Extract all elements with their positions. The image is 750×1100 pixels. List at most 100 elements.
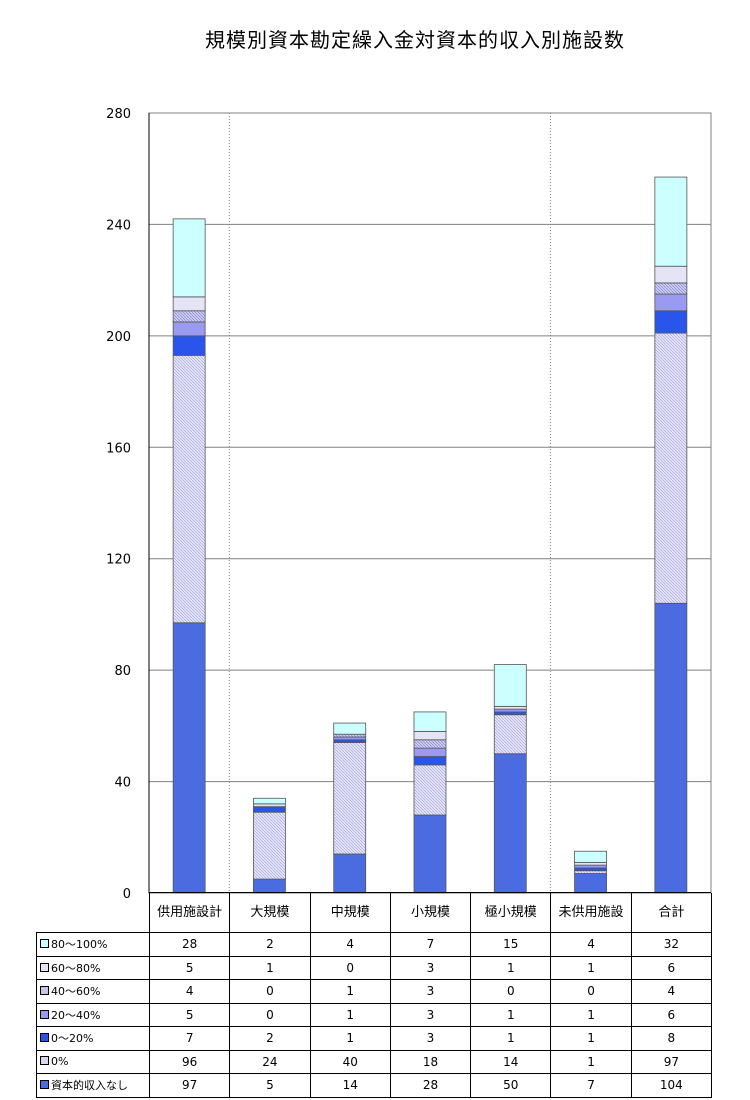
- data-label: 1: [309, 1002, 391, 1027]
- data-label: 1: [470, 1026, 552, 1051]
- data-label: 32: [630, 932, 712, 957]
- x-tick-label: 大規模: [229, 893, 311, 933]
- legend-entry: 0%: [36, 1049, 150, 1074]
- bar-segment: [172, 335, 206, 356]
- data-table: 供用施設計 大規模 中規模 小規模 極小規模 未供用施設 合計 80～100% 28 2 4 7 15 4…: [36, 893, 712, 1098]
- bar-segment: [172, 622, 206, 894]
- y-tick-label: 240: [106, 218, 131, 233]
- bar-segment: [574, 861, 607, 866]
- bar-segment: [413, 739, 447, 749]
- bar-segment: [172, 354, 206, 624]
- data-label: 2: [229, 1026, 311, 1051]
- legend-label: 0%: [51, 1055, 69, 1069]
- data-label: 24: [229, 1049, 311, 1074]
- bar-segment: [333, 739, 367, 743]
- bar-segment: [493, 714, 527, 755]
- legend-entry: 40～60%: [36, 979, 150, 1004]
- data-label: 5: [148, 955, 231, 980]
- bar-segment: [654, 293, 688, 312]
- data-label: 6: [630, 955, 712, 980]
- bar-segment: [413, 764, 447, 816]
- legend-swatch: [40, 962, 49, 972]
- legend-label: 40～60%: [51, 985, 101, 999]
- bar-segment: [172, 218, 206, 298]
- bar-segment: [493, 705, 527, 710]
- data-label: 2: [229, 932, 311, 957]
- data-label: 4: [148, 979, 231, 1004]
- legend-label: 20～40%: [51, 1008, 101, 1022]
- x-tick-label: 合計: [630, 893, 712, 933]
- bar-segment: [574, 867, 607, 872]
- y-tick-label: 200: [106, 330, 131, 345]
- y-tick-label: 80: [114, 664, 131, 679]
- data-label: 97: [630, 1049, 712, 1074]
- data-label: 18: [389, 1049, 472, 1074]
- legend-swatch: [40, 986, 49, 996]
- y-tick-label: 40: [114, 776, 131, 791]
- data-label: 50: [470, 1073, 552, 1098]
- bar-segment: [333, 853, 367, 894]
- data-label: 0: [309, 955, 391, 980]
- bar-segment: [253, 811, 286, 880]
- data-label: 7: [550, 1073, 632, 1098]
- table-corner: [36, 893, 150, 933]
- bar-segment: [253, 878, 286, 894]
- data-label: 5: [229, 1073, 311, 1098]
- bar-segment: [493, 753, 527, 894]
- data-label: 28: [389, 1073, 472, 1098]
- data-label: 1: [550, 955, 632, 980]
- bar-segment: [654, 310, 688, 334]
- data-label: 97: [148, 1073, 231, 1098]
- data-label: 1: [309, 1026, 391, 1051]
- bar-segment: [333, 722, 367, 735]
- legend-label: 0～20%: [51, 1032, 94, 1046]
- data-label: 3: [389, 955, 472, 980]
- bar-segment: [493, 664, 527, 707]
- data-label: 14: [470, 1049, 552, 1074]
- bar-segment: [493, 708, 527, 713]
- data-label: 1: [550, 1049, 632, 1074]
- table-row: 0% 96 24 40 18 14 1 97: [36, 1049, 712, 1074]
- data-label: 96: [148, 1049, 231, 1074]
- data-label: 1: [470, 955, 552, 980]
- x-tick-label: 中規模: [309, 893, 391, 933]
- data-label: 1: [229, 955, 311, 980]
- data-label: 3: [389, 1002, 472, 1027]
- bar-segment: [574, 864, 607, 869]
- data-label: 3: [389, 1026, 472, 1051]
- data-label: 6: [630, 1002, 712, 1027]
- legend-entry: 0～20%: [36, 1026, 150, 1051]
- legend-swatch: [40, 1009, 49, 1019]
- y-tick-label: 280: [106, 107, 131, 122]
- data-label: 4: [550, 932, 632, 957]
- bar-segment: [413, 711, 447, 732]
- bar-segment: [333, 742, 367, 855]
- data-label: 5: [148, 1002, 231, 1027]
- bar-segment: [253, 803, 286, 808]
- table-row: 20～40% 5 0 1 3 1 1 6: [36, 1002, 712, 1027]
- bar-segment: [574, 873, 607, 894]
- table-row: 0～20% 7 2 1 3 1 1 8: [36, 1026, 712, 1051]
- legend-swatch: [40, 1033, 49, 1043]
- bar-segment: [413, 814, 447, 894]
- data-label: 1: [550, 1002, 632, 1027]
- table-row: 80～100% 28 2 4 7 15 4 32: [36, 932, 712, 957]
- data-label: 0: [229, 979, 311, 1004]
- data-label: 1: [309, 979, 391, 1004]
- x-tick-label: 小規模: [389, 893, 472, 933]
- data-label: 40: [309, 1049, 391, 1074]
- y-tick-label: 120: [106, 553, 131, 568]
- legend-entry: 資本的収入なし: [36, 1073, 150, 1098]
- bar-segment: [172, 321, 206, 337]
- legend-swatch: [40, 939, 49, 949]
- data-label: 7: [148, 1026, 231, 1051]
- bar-segment: [654, 176, 688, 267]
- bar-segment: [333, 733, 367, 738]
- bar-segment: [413, 747, 447, 757]
- bar-segment: [333, 736, 367, 741]
- x-tick-label: 未供用施設: [550, 893, 632, 933]
- legend-swatch: [40, 1080, 49, 1090]
- bar-segment: [172, 310, 206, 323]
- data-label: 1: [470, 1002, 552, 1027]
